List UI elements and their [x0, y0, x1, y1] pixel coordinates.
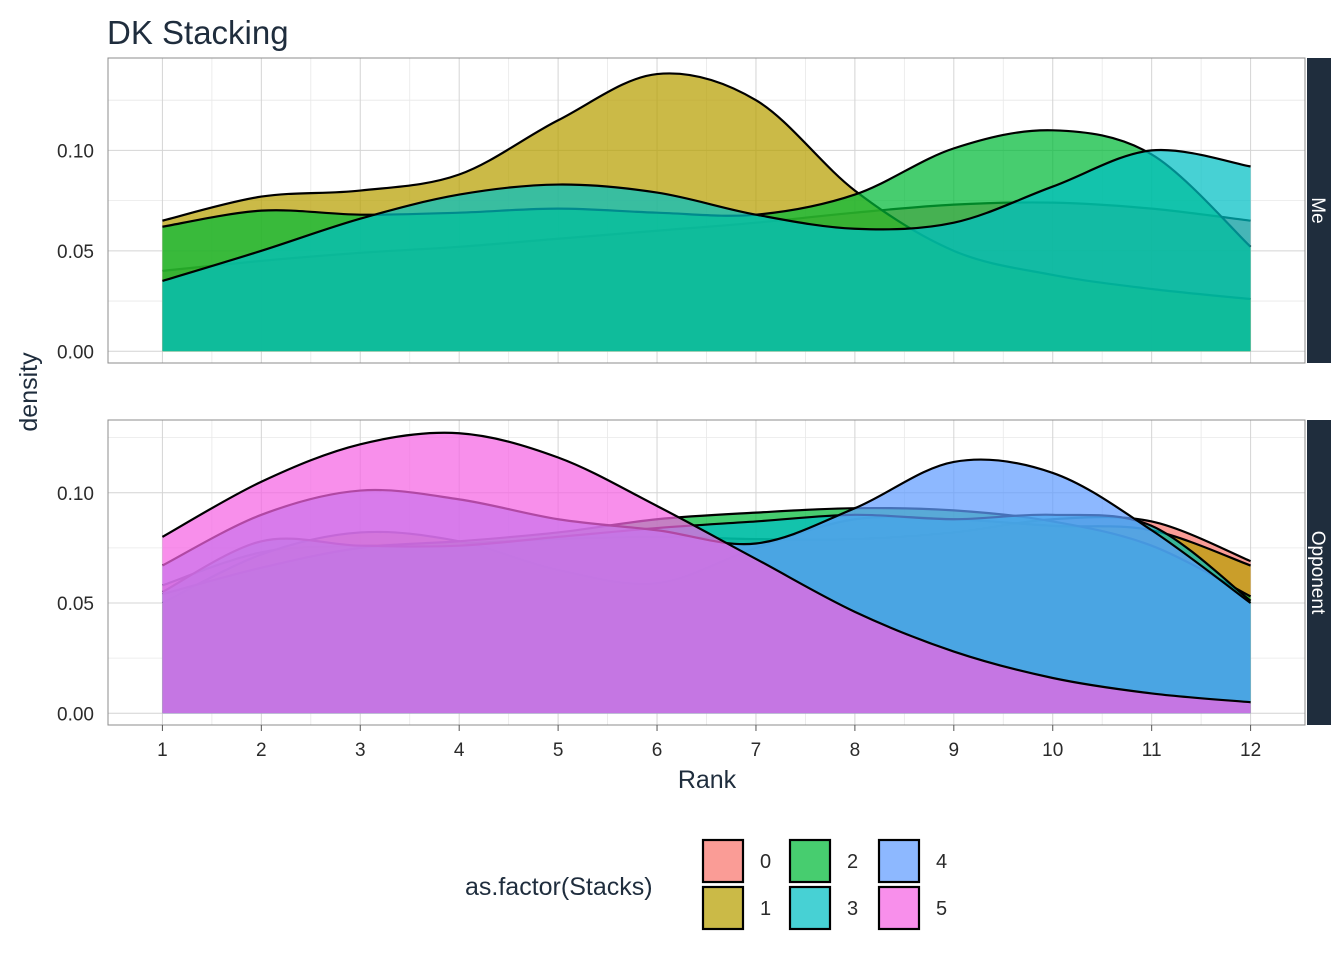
x-tick-label: 9 — [949, 740, 960, 761]
facet-panels: 0.00 0.05 0.10 Me 0.00 0.05 0.10 Opponent — [57, 57, 1331, 726]
legend-label-0: 0 — [760, 851, 771, 873]
x-tick-label: 2 — [256, 740, 267, 761]
legend-key-3 — [788, 885, 832, 931]
y-tick-label: 0.10 — [57, 141, 94, 162]
y-axis-label: density — [15, 352, 43, 432]
legend: as.factor(Stacks) 0 1 2 3 4 5 — [465, 838, 947, 931]
panel-opponent: 0.00 0.05 0.10 Opponent — [57, 419, 1331, 726]
x-axis-label: Rank — [678, 766, 737, 794]
facet-strip — [1307, 58, 1331, 363]
x-tick-label: 10 — [1042, 740, 1063, 761]
x-tick-label: 1 — [157, 740, 168, 761]
legend-label-3: 3 — [847, 898, 858, 920]
legend-label-1: 1 — [760, 898, 771, 920]
x-tick-label: 11 — [1142, 740, 1162, 761]
x-tick-label: 7 — [751, 740, 762, 761]
x-tick-label: 12 — [1240, 740, 1261, 761]
density-line-5 — [161, 431, 1251, 704]
legend-key-4 — [877, 838, 921, 884]
legend-key-2 — [788, 838, 832, 884]
chart-title: DK Stacking — [107, 14, 289, 51]
y-tick-label: 0.05 — [57, 242, 94, 263]
y-tick-label: 0.00 — [57, 704, 94, 725]
x-tick-label: 6 — [652, 740, 663, 761]
panel-border — [107, 57, 1306, 364]
legend-key-5 — [877, 885, 921, 931]
facet-strip-label: Opponent — [1307, 531, 1328, 615]
x-tick-label: 3 — [355, 740, 366, 761]
x-tick-label: 4 — [454, 740, 465, 761]
panel-me: 0.00 0.05 0.10 Me — [57, 57, 1331, 364]
facet-strip — [1307, 420, 1331, 725]
legend-key-1 — [701, 885, 745, 931]
y-tick-label: 0.00 — [57, 342, 94, 363]
y-tick-label: 0.10 — [57, 484, 94, 505]
x-axis: 1 2 3 4 5 6 7 8 9 10 11 12 — [157, 725, 1261, 761]
density-line-3 — [162, 148, 1251, 283]
density-area-5 — [162, 432, 1251, 714]
y-tick-label: 0.05 — [57, 594, 94, 615]
panel-border — [107, 419, 1306, 726]
facet-strip-label: Me — [1307, 197, 1328, 223]
x-tick-label: 5 — [553, 740, 564, 761]
legend-label-5: 5 — [936, 898, 947, 920]
x-tick-label: 8 — [850, 740, 861, 761]
legend-label-4: 4 — [936, 851, 947, 873]
legend-key-0 — [701, 838, 745, 884]
legend-label-2: 2 — [847, 851, 858, 873]
legend-title: as.factor(Stacks) — [465, 873, 653, 901]
